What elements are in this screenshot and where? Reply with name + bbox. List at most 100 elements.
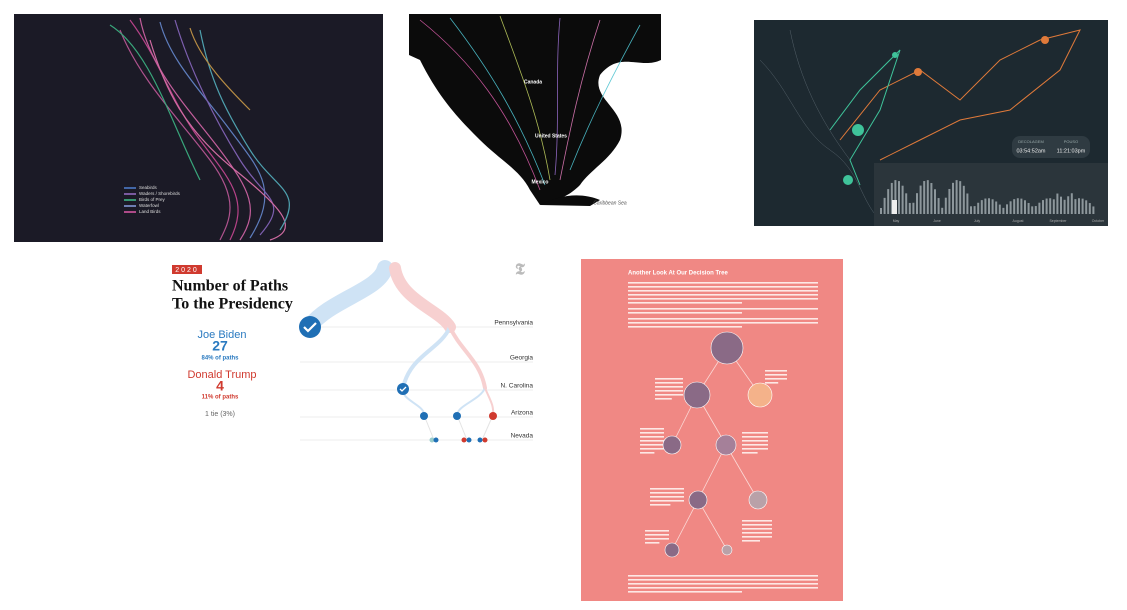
histogram — [880, 180, 1095, 214]
text-line — [645, 542, 660, 544]
histogram-bar — [955, 180, 958, 214]
histogram-bar — [898, 181, 900, 214]
candidates: Joe Biden 27 84% of paths Donald Trump 4… — [187, 329, 256, 418]
legend: Seabirds Waders / Shorebirds Birds of Pr… — [124, 185, 181, 214]
track-blobs — [843, 36, 1049, 185]
histogram-bar — [988, 198, 990, 214]
legend-label: Land Birds — [139, 209, 161, 214]
histogram-bar — [1034, 206, 1037, 214]
text-line — [628, 290, 818, 292]
histogram-bar — [901, 185, 904, 214]
flyway-map: Canada United States Mexico Caribbean Se… — [409, 14, 661, 208]
time-header-label: DECOLAGEM — [1018, 139, 1044, 144]
text-line — [650, 500, 684, 502]
map-label: Mexico — [532, 179, 549, 185]
continent — [409, 14, 661, 205]
badge-text: 2020 — [175, 267, 199, 274]
text-line — [655, 394, 683, 396]
histogram-bar — [970, 206, 972, 214]
candidate-name: Donald Trump — [187, 369, 256, 381]
text-line — [742, 436, 768, 438]
text-line — [628, 308, 818, 310]
text-line — [640, 432, 664, 434]
map-label: Caribbean Sea — [593, 200, 627, 206]
histogram-bar — [952, 182, 954, 214]
histogram-bar — [1045, 198, 1048, 214]
text-line — [628, 294, 818, 296]
text-line — [628, 587, 818, 589]
coastline — [759, 29, 881, 221]
histogram-bar — [1085, 200, 1088, 214]
histogram-bar — [1063, 199, 1066, 214]
check-marks — [299, 316, 497, 443]
island — [540, 195, 600, 206]
histogram-bar — [926, 180, 929, 214]
text-line — [628, 326, 742, 328]
text-line — [628, 579, 818, 581]
histogram-bar — [1038, 202, 1041, 214]
tree-nodes — [662, 331, 773, 558]
candidate-share: 84% of paths — [201, 356, 239, 362]
map-label: Canada — [524, 79, 542, 85]
map-labels: Canada United States Mexico Caribbean Se… — [524, 79, 627, 206]
histogram-bar — [948, 188, 951, 214]
histogram-bar — [1013, 199, 1016, 214]
text-line — [650, 488, 684, 490]
histogram-bar — [1070, 193, 1073, 214]
histogram-bar — [973, 206, 976, 214]
text-line — [628, 575, 818, 577]
text-line — [628, 286, 818, 288]
candidate-count: 4 — [216, 378, 224, 394]
text-line — [628, 583, 818, 585]
paths-to-presidency: 2020 Number of Paths To the Presidency J… — [172, 260, 533, 443]
month: September — [1049, 219, 1067, 223]
state-rules — [300, 326, 533, 441]
month: May — [893, 219, 900, 223]
histogram-panel — [874, 163, 1108, 226]
histogram-bar — [941, 207, 944, 214]
month: October — [1092, 219, 1105, 223]
histogram-bar — [998, 204, 1001, 214]
text-line — [655, 398, 672, 400]
text-line — [645, 538, 669, 540]
text-line — [765, 370, 787, 372]
histogram-bar — [1052, 199, 1055, 214]
tree — [302, 260, 495, 441]
histogram-bar — [880, 208, 882, 214]
text-line — [628, 322, 818, 324]
text-line — [640, 428, 664, 430]
text-line — [645, 534, 669, 536]
orange-track — [839, 29, 1081, 161]
text-line — [742, 452, 758, 454]
text-line — [765, 378, 787, 380]
text-line — [765, 382, 779, 384]
histogram-bar — [980, 200, 983, 214]
text-line — [645, 530, 669, 532]
text-line — [655, 378, 683, 380]
histogram-bar — [916, 193, 918, 214]
histogram-bar — [1027, 202, 1030, 214]
histogram-bar — [894, 180, 897, 214]
badge — [172, 265, 202, 274]
text-line — [655, 382, 683, 384]
text-line — [628, 318, 818, 320]
text-line — [628, 298, 818, 300]
state: N. Carolina — [500, 383, 533, 390]
logo: 𝕿 — [515, 262, 525, 279]
times: 03:54:52am 11:21:03pm — [1016, 148, 1085, 154]
teal-track — [829, 49, 901, 186]
bird-map: Seabirds Waders / Shorebirds Birds of Pr… — [14, 14, 383, 242]
time: 11:21:03pm — [1057, 148, 1086, 154]
text-line — [655, 386, 683, 388]
flight-tracker: DECOLAGEM POUSO 03:54:52am 11:21:03pm Ma… — [754, 20, 1108, 226]
text-line — [742, 444, 768, 446]
body-text — [628, 282, 818, 593]
candidate-name: Joe Biden — [198, 329, 247, 341]
histogram-bar — [1067, 196, 1070, 214]
text-line — [640, 436, 664, 438]
text-line — [628, 312, 742, 314]
migration-paths — [109, 17, 290, 241]
text-line — [628, 302, 742, 304]
histogram-bar — [1020, 198, 1023, 214]
